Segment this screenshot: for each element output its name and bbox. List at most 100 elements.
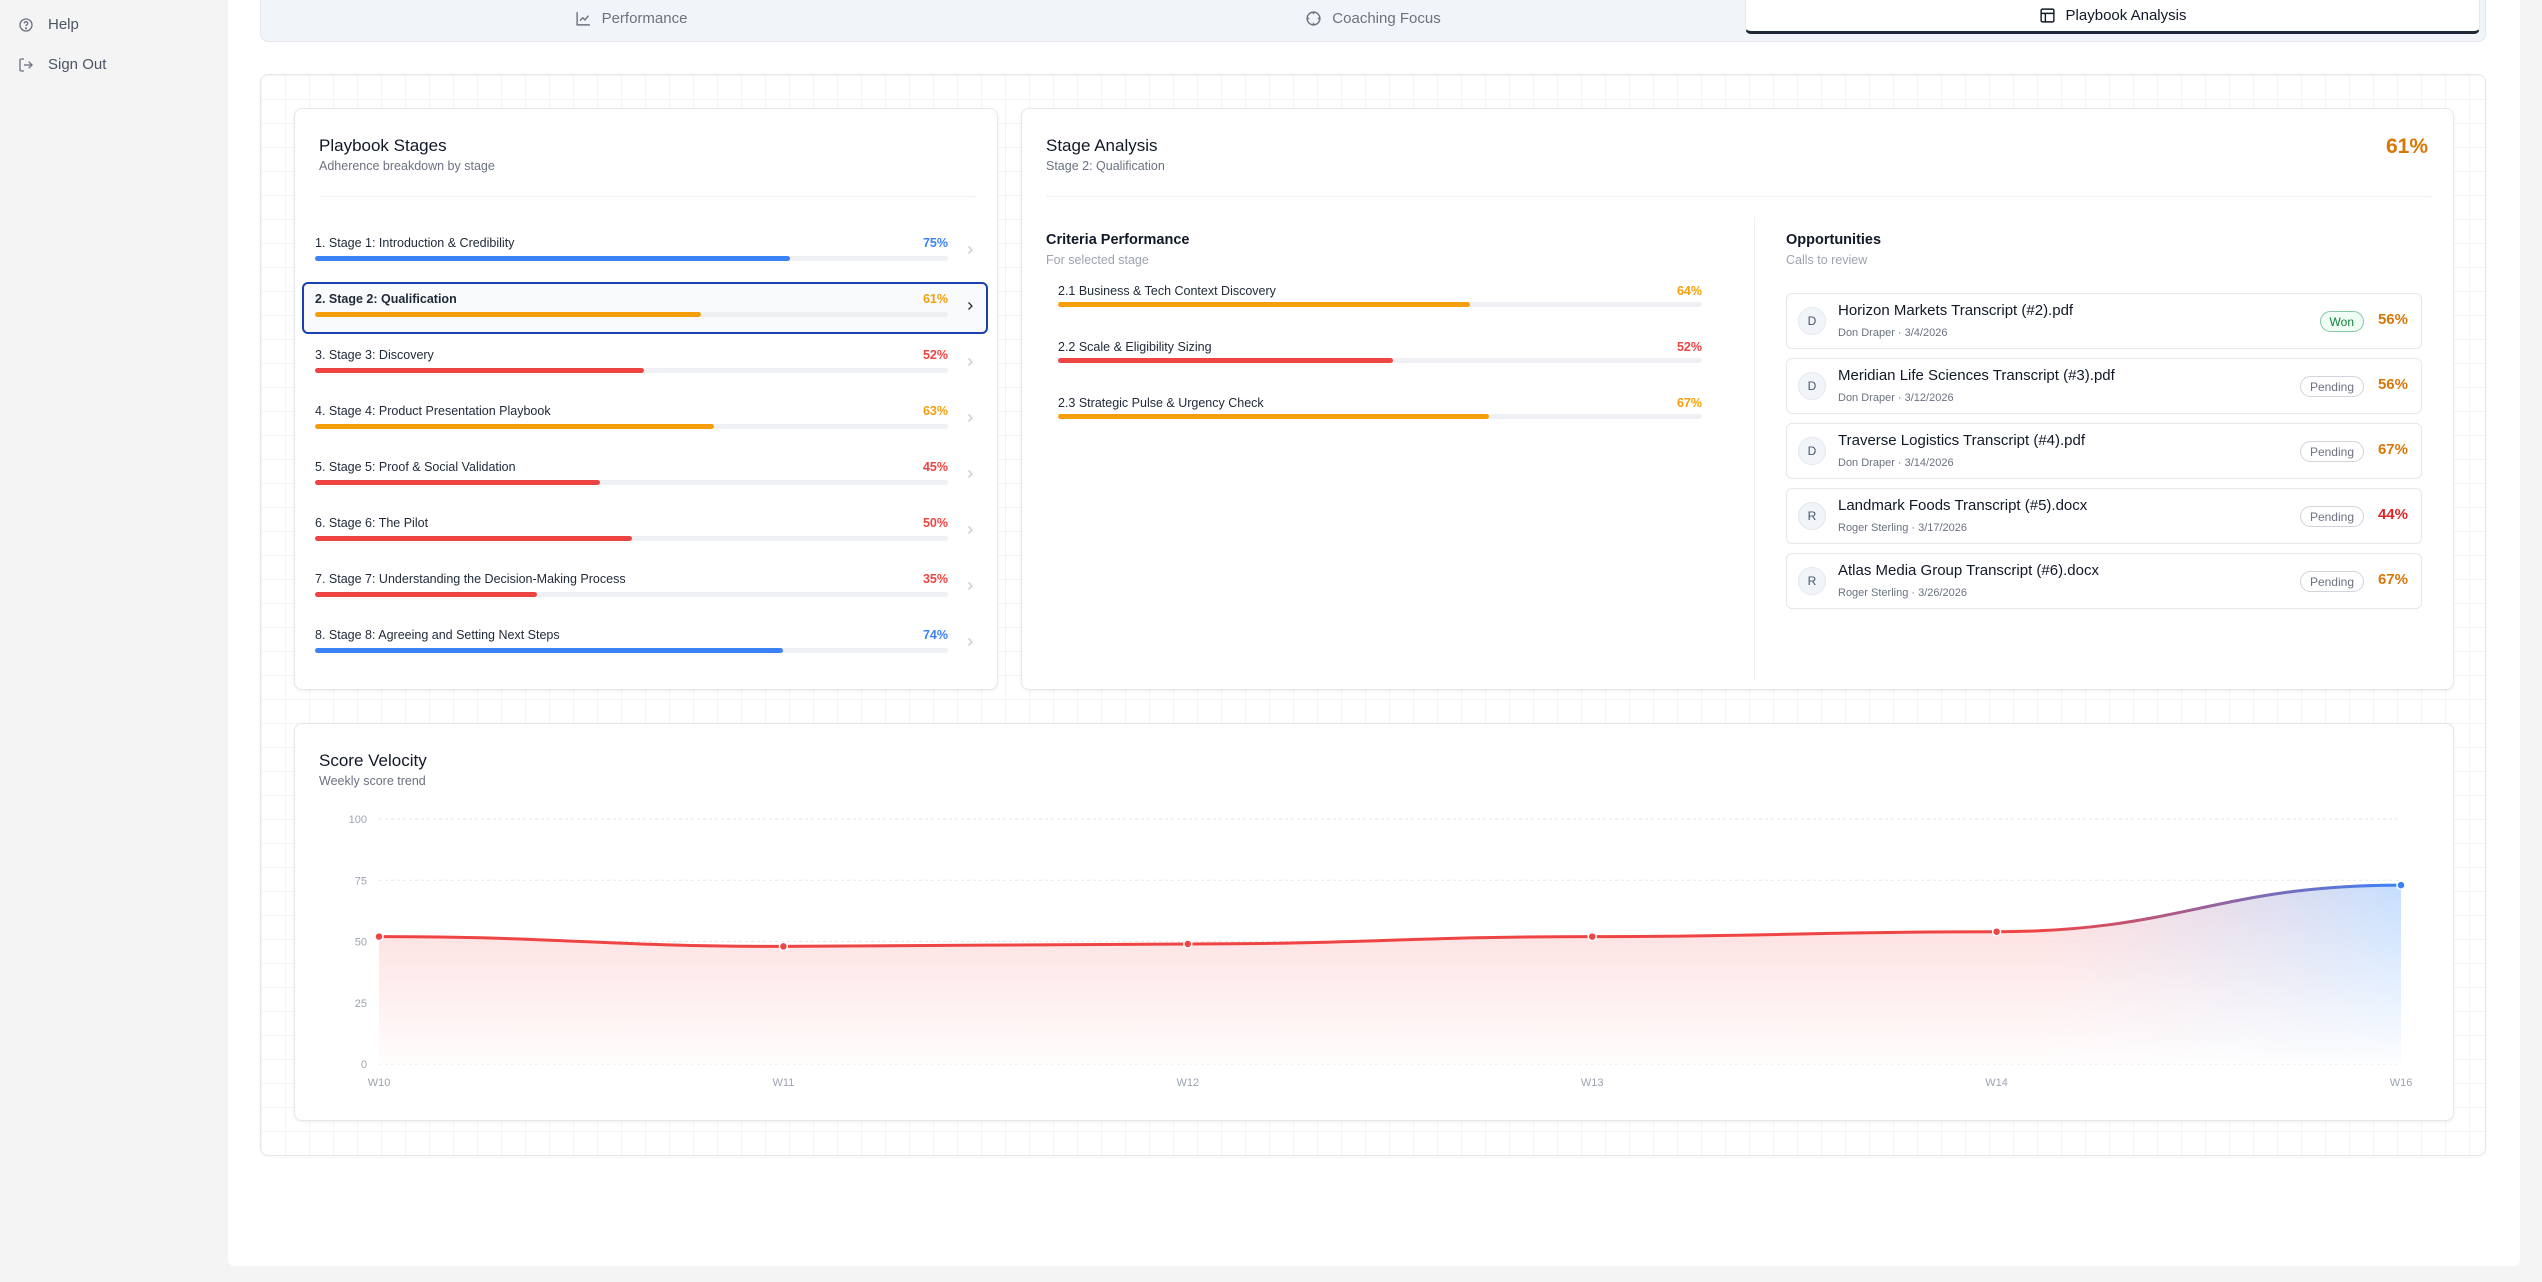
stage-row[interactable]: 4. Stage 4: Product Presentation Playboo… — [302, 394, 988, 446]
criteria-row: 2.1 Business & Tech Context Discovery 64% — [1058, 284, 1702, 314]
criteria-percentage: 64% — [1676, 284, 1702, 298]
opportunity-title: Traverse Logistics Transcript (#4).pdf — [1838, 432, 2086, 449]
stage-row[interactable]: 2. Stage 2: Qualification 61% — [302, 282, 988, 334]
x-tick-label: W12 — [1176, 1077, 1199, 1089]
opportunity-title: Atlas Media Group Transcript (#6).docx — [1838, 562, 2099, 579]
x-tick-label: W11 — [772, 1077, 794, 1089]
data-point[interactable] — [2396, 880, 2406, 890]
stage-progress-bar — [315, 592, 948, 597]
y-tick-label: 0 — [361, 1059, 367, 1071]
status-badge: Pending — [2299, 441, 2364, 462]
stage-name: 1. Stage 1: Introduction & Credibility — [315, 236, 515, 250]
help-circle-icon — [19, 17, 33, 32]
opportunity-item[interactable]: R Atlas Media Group Transcript (#6).docx R… — [1786, 553, 2422, 609]
stage-name: 7. Stage 7: Understanding the Decision-M… — [315, 572, 626, 586]
criteria-progress-bar — [1058, 358, 1702, 363]
data-point[interactable] — [1587, 931, 1597, 942]
criteria-progress-fill — [1058, 358, 1393, 363]
stage-progress-bar — [315, 536, 948, 541]
stage-progress-fill — [315, 424, 714, 429]
stage-progress-fill — [315, 648, 784, 653]
opportunity-item[interactable]: D Horizon Markets Transcript (#2).pdf Don … — [1786, 293, 2422, 349]
stage-progress-bar — [315, 648, 948, 653]
card-subtitle: Weekly score trend — [319, 774, 426, 788]
stage-row[interactable]: 3. Stage 3: Discovery 52% — [302, 338, 988, 390]
avatar: R — [1798, 502, 1826, 530]
stage-row[interactable]: 8. Stage 8: Agreeing and Setting Next St… — [302, 618, 988, 670]
stage-row[interactable]: 5. Stage 5: Proof & Social Validation 45% — [302, 450, 988, 502]
sidebar-item-help[interactable]: Help — [18, 16, 79, 33]
chevron-right-icon — [964, 299, 976, 311]
opportunity-score: 56% — [2377, 311, 2408, 328]
avatar: D — [1798, 372, 1826, 400]
stage-progress-bar — [315, 480, 948, 485]
x-tick-label: W13 — [1581, 1077, 1604, 1089]
stage-percentage: 63% — [922, 404, 948, 418]
opportunities-subtitle: Calls to review — [1786, 253, 1868, 267]
data-point[interactable] — [374, 931, 384, 942]
criteria-name: 2.3 Strategic Pulse & Urgency Check — [1058, 396, 1264, 410]
x-tick-label: W14 — [1985, 1077, 2008, 1089]
x-tick-label: W10 — [368, 1077, 391, 1089]
stage-percentage: 61% — [922, 292, 948, 306]
criteria-name: 2.1 Business & Tech Context Discovery — [1058, 284, 1276, 298]
x-tick-label: W16 — [2390, 1077, 2413, 1089]
stage-score: 61% — [2385, 135, 2428, 158]
data-point[interactable] — [1991, 926, 2002, 937]
status-badge: Pending — [2299, 376, 2364, 397]
avatar: D — [1798, 437, 1826, 465]
chevron-right-icon — [964, 467, 976, 479]
criteria-row: 2.3 Strategic Pulse & Urgency Check 67% — [1058, 396, 1702, 426]
chevron-right-icon — [964, 355, 976, 367]
card-subtitle: Stage 2: Qualification — [1046, 159, 1165, 173]
stage-name: 6. Stage 6: The Pilot — [315, 516, 429, 530]
sidebar-item-label: Sign Out — [48, 56, 107, 73]
stage-row[interactable]: 6. Stage 6: The Pilot 50% — [302, 506, 988, 558]
stage-progress-fill — [315, 368, 645, 373]
stage-name: 5. Stage 5: Proof & Social Validation — [315, 460, 516, 474]
layout-icon — [2039, 8, 2055, 23]
target-icon — [1306, 10, 1321, 26]
criteria-name: 2.2 Scale & Eligibility Sizing — [1058, 340, 1212, 354]
tab-performance[interactable]: Performance — [261, 0, 1001, 36]
stage-row[interactable]: 1. Stage 1: Introduction & Credibility 75… — [302, 226, 988, 278]
y-tick-label: 50 — [355, 937, 367, 949]
chevron-right-icon — [964, 411, 976, 423]
data-point[interactable] — [778, 941, 789, 952]
divider — [1046, 196, 2431, 197]
stage-progress-fill — [315, 536, 632, 541]
sign-out-icon — [19, 57, 33, 72]
opportunity-meta: Roger Sterling · 3/26/2026 — [1838, 587, 1968, 599]
opportunity-score: 44% — [2377, 506, 2408, 523]
criteria-progress-bar — [1058, 302, 1702, 307]
stage-row[interactable]: 7. Stage 7: Understanding the Decision-M… — [302, 562, 988, 614]
opportunity-score: 67% — [2377, 571, 2408, 588]
opportunity-item[interactable]: R Landmark Foods Transcript (#5).docx Roge… — [1786, 488, 2422, 544]
playbook-analysis-panel: Playbook Stages Adherence breakdown by s… — [260, 74, 2486, 1156]
opportunity-meta: Don Draper · 3/14/2026 — [1838, 457, 1954, 469]
opportunity-item[interactable]: D Meridian Life Sciences Transcript (#3).… — [1786, 358, 2422, 414]
y-tick-label: 25 — [355, 998, 367, 1010]
criteria-title: Criteria Performance — [1046, 232, 1190, 248]
tab-playbook-analysis[interactable]: Playbook Analysis — [1745, 0, 2480, 34]
criteria-progress-fill — [1058, 414, 1490, 419]
data-point[interactable] — [1183, 939, 1193, 949]
stage-progress-bar — [315, 312, 948, 317]
score-velocity-chart: 0 25 50 75 100 W10 W11 W12 W13 W14 W16 — [349, 814, 2413, 1089]
stage-progress-fill — [315, 312, 702, 317]
opportunities-title: Opportunities — [1786, 232, 1882, 248]
tab-label: Coaching Focus — [1332, 9, 1441, 27]
stage-percentage: 45% — [922, 460, 948, 474]
tab-coaching-focus[interactable]: Coaching Focus — [1001, 0, 1745, 36]
criteria-progress-bar — [1058, 414, 1702, 419]
criteria-percentage: 67% — [1676, 396, 1702, 410]
tab-label: Performance — [601, 9, 688, 27]
tab-bar: Performance Coaching Focus Playbook Anal… — [260, 0, 2486, 42]
stage-name: 8. Stage 8: Agreeing and Setting Next St… — [315, 628, 560, 642]
tab-label: Playbook Analysis — [2065, 7, 2187, 24]
stage-name: 2. Stage 2: Qualification — [315, 292, 457, 306]
opportunity-item[interactable]: D Traverse Logistics Transcript (#4).pdf D… — [1786, 423, 2422, 479]
sidebar-item-sign-out[interactable]: Sign Out — [18, 56, 106, 73]
avatar: R — [1798, 567, 1826, 595]
card-subtitle: Adherence breakdown by stage — [319, 159, 495, 173]
